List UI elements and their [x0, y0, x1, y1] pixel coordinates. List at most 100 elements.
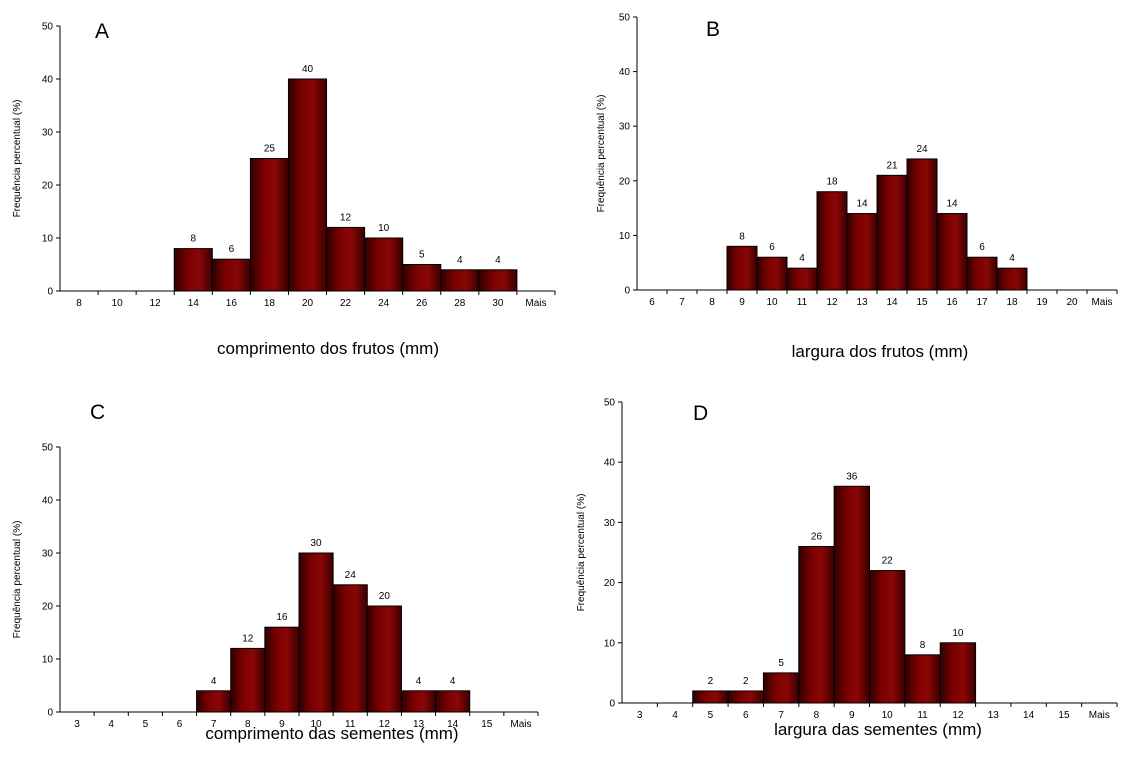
- panel-a-x-tick-label: 26: [416, 298, 428, 309]
- panel-d-data-label: 22: [882, 556, 894, 567]
- panel-a-x-tick-label: 22: [340, 298, 352, 309]
- panel-b-y-tick-label: 20: [619, 176, 631, 187]
- panel-a-x-tick-label: Mais: [525, 298, 546, 309]
- panel-a-x-axis-title: comprimento dos frutos (mm): [217, 339, 439, 358]
- panel-a-y-axis-title: Frequência percentual (%): [12, 100, 23, 218]
- panel-d-x-axis-title: largura das sementes (mm): [774, 720, 982, 739]
- panel-b-y-tick-label: 30: [619, 122, 631, 133]
- panel-a-bar: [440, 269, 480, 292]
- panel-b-x-tick-label: Mais: [1091, 297, 1112, 308]
- panel-b-x-tick-label: 8: [709, 297, 715, 308]
- panel-b-bar: [846, 213, 878, 291]
- panel-a-data-label: 4: [457, 255, 463, 266]
- panel-d-x-tick-label: 13: [988, 710, 1000, 721]
- panel-b-data-label: 21: [886, 160, 898, 171]
- panel-d-x-tick-label: 10: [882, 710, 894, 721]
- panel-a-x-tick-label: 24: [378, 298, 390, 309]
- panel-d-x-tick-label: 5: [708, 710, 714, 721]
- panel-a-y-tick-label: 20: [42, 181, 54, 192]
- panel-c-x-tick-label: 4: [108, 719, 114, 730]
- panel-d-x-tick-label: 12: [952, 710, 964, 721]
- panel-a-data-label: 4: [495, 255, 501, 266]
- panel-c-y-tick-label: 0: [47, 708, 53, 719]
- panel-a-x-tick-label: 10: [112, 298, 124, 309]
- panel-c-y-tick-label: 20: [42, 602, 54, 613]
- panel-d-x-tick-label: 11: [917, 710, 928, 721]
- panel-c-x-tick-label: 10: [311, 719, 323, 730]
- panel-c-bar: [332, 584, 368, 713]
- panel-b-data-label: 24: [916, 144, 928, 155]
- panel-c-data-label: 4: [211, 676, 217, 687]
- panel-c-bar: [196, 690, 232, 713]
- panel-d-bar: [869, 570, 906, 704]
- panel-a-data-label: 5: [419, 250, 425, 261]
- panel-c-y-tick-label: 40: [42, 496, 54, 507]
- panel-a-letter: A: [95, 20, 109, 43]
- panel-c-x-tick-label: 7: [211, 719, 217, 730]
- panel-b-letter: B: [706, 18, 720, 41]
- panel-b-bar: [906, 158, 938, 291]
- panel-b-data-label: 18: [826, 177, 838, 188]
- panel-d-y-tick-label: 40: [604, 458, 616, 469]
- panel-b-data-label: 14: [946, 199, 958, 210]
- panel-c-data-label: 16: [276, 612, 288, 623]
- panel-c-data-label: 4: [416, 676, 422, 687]
- panel-c-x-tick-label: 5: [143, 719, 149, 730]
- panel-b-bar: [786, 267, 818, 291]
- panel-c-bar: [366, 605, 402, 713]
- panel-c-x-tick-label: 12: [379, 719, 391, 730]
- panel-d-y-tick-label: 0: [609, 699, 615, 710]
- panel-b-bar: [996, 267, 1028, 291]
- panel-c-x-tick-label: 11: [345, 719, 356, 730]
- panel-a-x-tick-label: 8: [76, 298, 82, 309]
- panel-d-bar: [904, 654, 941, 704]
- panel-d-data-label: 26: [811, 531, 823, 542]
- panel-d-x-tick-label: 8: [814, 710, 820, 721]
- panel-b-data-label: 14: [856, 199, 868, 210]
- panel-a-data-label: 8: [190, 234, 196, 245]
- panel-d-y-tick-label: 20: [604, 578, 616, 589]
- panel-d-data-label: 36: [846, 471, 858, 482]
- panel-b-x-tick-label: 18: [1006, 297, 1018, 308]
- panel-c-y-tick-label: 10: [42, 655, 54, 666]
- panel-b-bar: [876, 174, 908, 291]
- panel-d-y-tick-label: 50: [604, 398, 616, 409]
- panel-b-bar: [966, 256, 998, 291]
- panel-d-bar: [939, 642, 977, 704]
- panel-d-bar: [692, 690, 729, 704]
- panel-d-bar: [833, 485, 871, 704]
- panel-d-data-label: 5: [778, 658, 784, 669]
- panel-c-bar: [400, 690, 437, 713]
- panel-a-bar: [402, 264, 442, 292]
- panel-b-x-tick-label: 10: [766, 297, 778, 308]
- panel-b-x-tick-label: 14: [886, 297, 898, 308]
- panel-c-x-tick-label: 15: [481, 719, 493, 730]
- panel-b-bar: [726, 245, 758, 291]
- panel-c-x-tick-label: 3: [74, 719, 80, 730]
- panel-c-data-label: 4: [450, 676, 456, 687]
- panel-b-x-tick-label: 17: [976, 297, 988, 308]
- panel-b-x-tick-label: 11: [797, 297, 808, 308]
- panel-c-letter: C: [90, 401, 105, 424]
- panel-a-bar: [211, 258, 251, 292]
- panel-a-bar: [364, 237, 404, 292]
- panel-a-x-tick-label: 20: [302, 298, 314, 309]
- panel-c-y-tick-label: 30: [42, 549, 54, 560]
- panel-b-y-axis-title: Frequência percentual (%): [596, 95, 607, 213]
- panel-c-bar: [264, 626, 300, 713]
- panel-d-x-tick-label: 9: [849, 710, 855, 721]
- panel-c-y-tick-label: 50: [42, 443, 54, 454]
- panel-d-x-tick-label: 4: [672, 710, 678, 721]
- panel-a-bar: [478, 269, 518, 292]
- panel-d-x-tick-label: 7: [778, 710, 784, 721]
- panel-a-x-tick-label: 28: [454, 298, 466, 309]
- panel-b-x-axis-title: largura dos frutos (mm): [792, 342, 969, 361]
- panel-c-x-axis-title: comprimento das sementes (mm): [205, 724, 458, 743]
- panel-b-x-tick-label: 12: [826, 297, 838, 308]
- panel-d-data-label: 10: [952, 628, 964, 639]
- panel-d-bar: [798, 545, 835, 704]
- panel-b-y-tick-label: 50: [619, 13, 631, 24]
- panel-b-data-label: 6: [979, 242, 985, 253]
- panel-d-bar: [727, 690, 764, 704]
- panel-d-x-tick-label: 15: [1058, 710, 1070, 721]
